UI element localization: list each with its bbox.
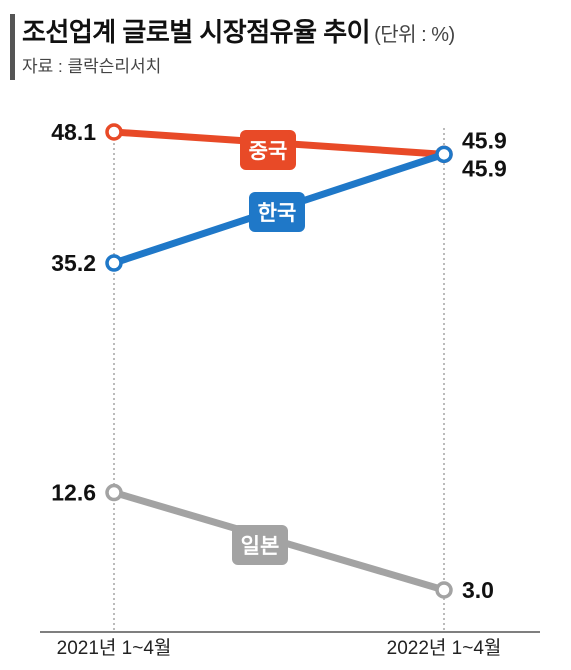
chart-title-text: 조선업계 글로벌 시장점유율 추이: [22, 17, 371, 47]
series-name-1: 한국: [258, 201, 297, 225]
data-point-0-0: [105, 123, 123, 141]
data-label-1-1: 45.9: [462, 155, 507, 181]
unit-label: (단위 : %): [374, 24, 455, 46]
data-point-2-0: [105, 483, 123, 502]
series-name-2: 일본: [241, 534, 280, 558]
data-label-2-1: 3.0: [462, 577, 494, 603]
data-point-1-1: [435, 145, 453, 164]
series-name-0: 중국: [249, 139, 288, 163]
title-accent-bar: [10, 14, 15, 80]
series-name-pill-1: [249, 192, 305, 232]
source-label: 자료 : 클락슨리서치: [22, 57, 162, 76]
data-point-2-1: [435, 581, 453, 599]
data-label-0-1: 45.9: [462, 127, 507, 153]
series-name-pill-0: [240, 130, 296, 170]
data-label-2-0: 12.6: [51, 480, 96, 506]
data-label-1-0: 35.2: [51, 250, 96, 276]
x-tick-label-1: 2022년 1~4월: [387, 637, 502, 659]
data-label-0-0: 48.1: [51, 119, 96, 145]
data-point-1-0: [105, 254, 123, 272]
series-name-pill-2: [232, 525, 288, 565]
chart-title: 조선업계 글로벌 시장점유율 추이 (단위 : %): [22, 12, 455, 49]
x-tick-label-0: 2021년 1~4월: [57, 637, 172, 659]
